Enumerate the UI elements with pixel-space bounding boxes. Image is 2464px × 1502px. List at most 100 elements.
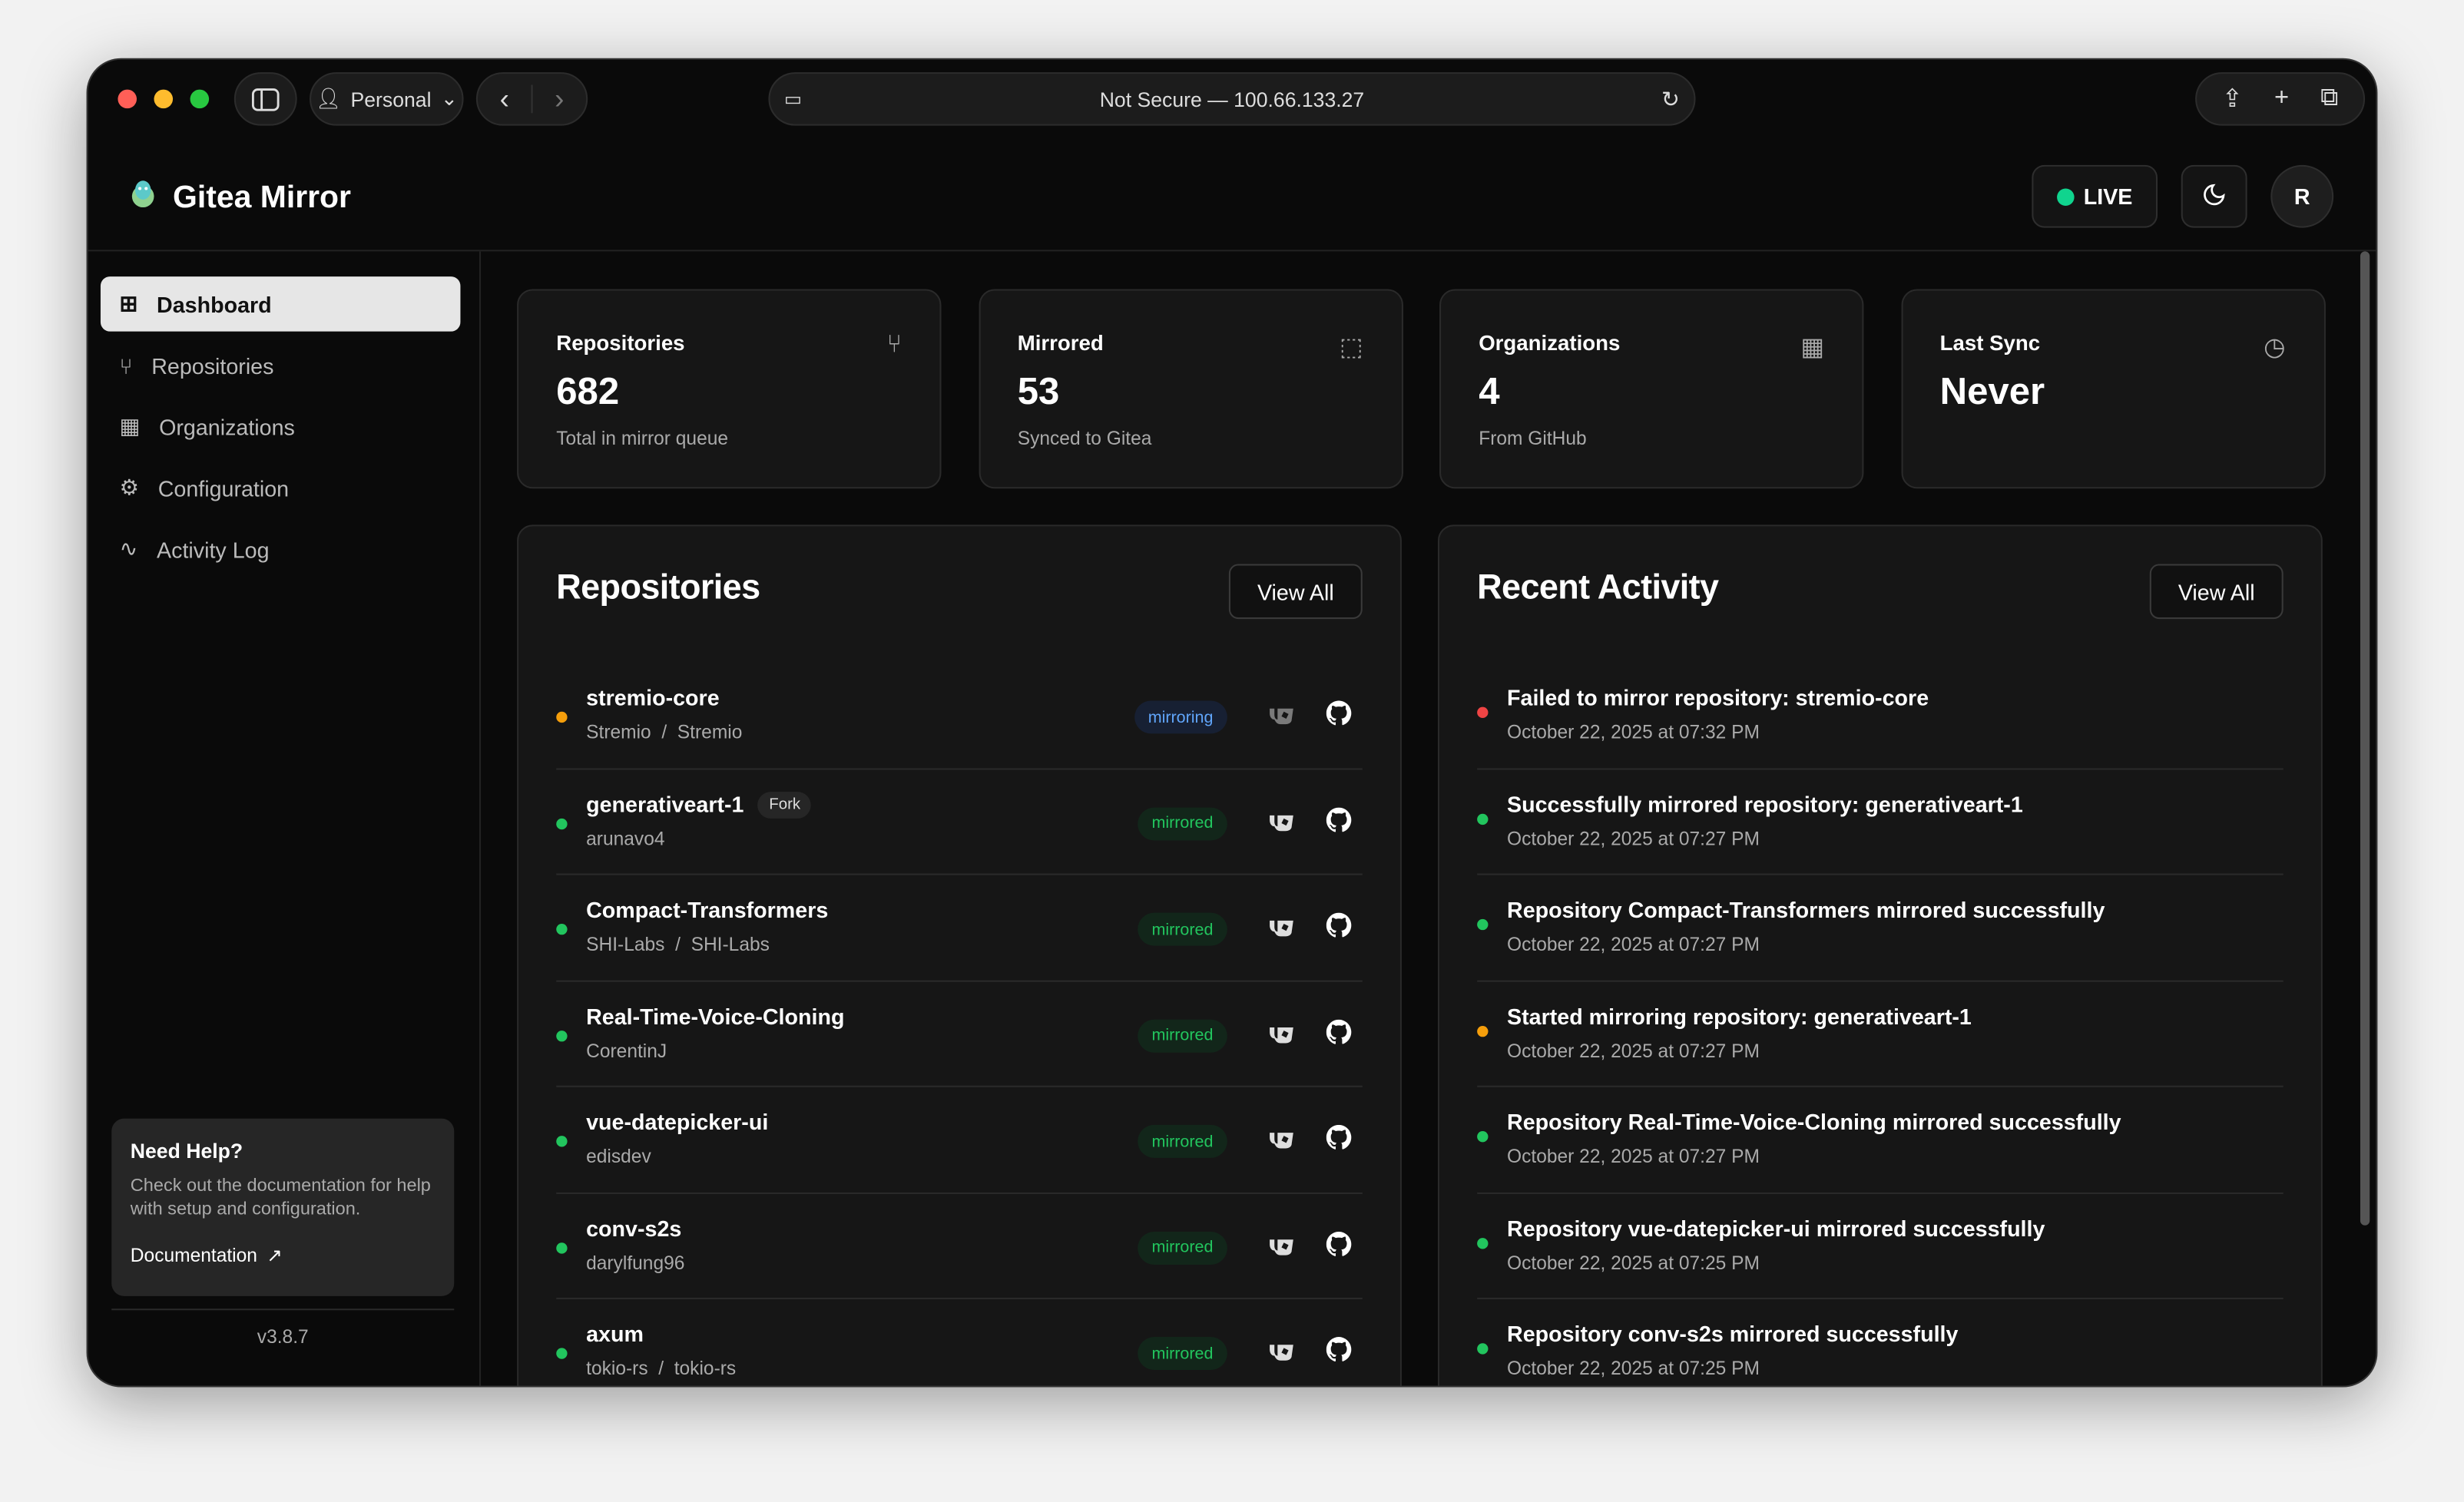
stat-subtitle: From GitHub	[1479, 427, 1587, 450]
activity-panel-title: Recent Activity	[1477, 567, 1719, 607]
theme-toggle-button[interactable]	[2181, 164, 2247, 228]
stat-title: Mirrored	[1017, 331, 1104, 356]
activity-text: Failed to mirror repository: stremio-cor…	[1507, 685, 1929, 710]
activity-time: October 22, 2025 at 07:25 PM	[1507, 1357, 1760, 1380]
sidebar-item-label: Organizations	[159, 414, 295, 439]
sidebar-item-label: Repositories	[151, 352, 274, 379]
browser-window: 👤︎ Personal ⌄ ‹ › ▭ Not Secure — 100.66.13…	[86, 58, 2378, 1388]
live-status-button[interactable]: LIVE	[2032, 164, 2158, 228]
gitea-icon[interactable]	[1268, 1234, 1297, 1264]
forward-icon[interactable]: ›	[555, 82, 565, 114]
app-header: Gitea Mirror LIVE R	[88, 141, 2376, 252]
stat-value: 53	[1017, 370, 1060, 414]
stat-card-mirrored: Mirrored ⬚ 53 Synced to Gitea	[978, 289, 1403, 489]
live-indicator-dot	[2056, 187, 2075, 205]
back-icon[interactable]: ‹	[499, 82, 509, 114]
repository-row[interactable]: generativeart-1 Fork arunavo4 mirrored	[556, 769, 1363, 875]
profile-button[interactable]: 👤︎ Personal ⌄	[310, 72, 464, 126]
repository-row[interactable]: vue-datepicker-ui edisdev mirrored	[556, 1087, 1363, 1193]
sidebar-item-dashboard[interactable]: ⊞ Dashboard	[100, 276, 461, 332]
activity-text: Repository conv-s2s mirrored successfull…	[1507, 1321, 1959, 1347]
share-icon[interactable]: ⇪	[2221, 86, 2244, 114]
repository-name[interactable]: vue-datepicker-ui	[586, 1109, 769, 1135]
gitea-icon[interactable]	[1268, 810, 1297, 840]
repository-row[interactable]: Compact-Transformers SHI-Labs / SHI-Labs…	[556, 875, 1363, 981]
status-dot	[1477, 706, 1489, 718]
activity-view-all-button[interactable]: View All	[2149, 564, 2284, 620]
user-avatar[interactable]: R	[2270, 164, 2334, 228]
page-settings-icon[interactable]: ▭	[783, 88, 803, 111]
app-version: v3.8.7	[111, 1308, 455, 1348]
activity-time: October 22, 2025 at 07:27 PM	[1507, 933, 1760, 955]
github-icon[interactable]	[1326, 912, 1352, 946]
repository-name[interactable]: stremio-core	[586, 685, 720, 710]
repositories-view-all-button[interactable]: View All	[1228, 564, 1363, 620]
reload-icon[interactable]: ↻	[1661, 85, 1681, 111]
github-icon[interactable]	[1326, 1124, 1352, 1158]
repository-row[interactable]: stremio-core Stremio / Stremio mirroring	[556, 663, 1363, 769]
status-badge: mirrored	[1138, 912, 1227, 946]
fork-badge: Fork	[757, 791, 812, 818]
address-bar[interactable]: ▭ Not Secure — 100.66.133.27 ↻	[768, 72, 1696, 126]
status-dot	[556, 817, 568, 829]
avatar-initial: R	[2293, 184, 2310, 210]
github-icon[interactable]	[1326, 1018, 1352, 1052]
status-dot	[1477, 1237, 1489, 1249]
stat-subtitle: Total in mirror queue	[556, 427, 729, 450]
maximize-window-button[interactable]	[190, 89, 210, 109]
stat-value: Never	[1939, 370, 2045, 414]
status-dot	[556, 923, 568, 935]
minimize-window-button[interactable]	[154, 89, 174, 109]
sidebar-item-label: Activity Log	[157, 536, 270, 562]
stat-title: Repositories	[556, 331, 685, 356]
activity-time: October 22, 2025 at 07:27 PM	[1507, 1039, 1760, 1062]
activity-text: Repository vue-datepicker-ui mirrored su…	[1507, 1215, 2045, 1241]
person-icon: 👤︎	[315, 86, 342, 111]
nav-buttons: ‹ ›	[475, 72, 588, 126]
address-text: Not Secure — 100.66.133.27	[1099, 87, 1365, 111]
gitea-icon[interactable]	[1268, 1340, 1297, 1370]
sidebar-item-organizations[interactable]: ▦ Organizations	[101, 399, 461, 455]
sidebar-icon	[251, 88, 280, 111]
repository-row[interactable]: axum tokio-rs / tokio-rs mirrored	[556, 1299, 1363, 1386]
github-icon[interactable]	[1326, 1230, 1352, 1264]
github-icon[interactable]	[1326, 806, 1352, 840]
status-dot	[1477, 918, 1489, 931]
page-scrollbar[interactable]	[2360, 251, 2370, 1226]
sidebar-item-repositories[interactable]: ⑂ Repositories	[101, 338, 461, 393]
status-badge: mirrored	[1138, 1124, 1227, 1158]
github-icon[interactable]	[1326, 700, 1352, 733]
github-icon[interactable]	[1326, 1337, 1352, 1370]
gitea-icon[interactable]	[1268, 1022, 1297, 1052]
repository-name[interactable]: conv-s2s	[586, 1215, 682, 1241]
app-logo[interactable]: Gitea Mirror	[126, 176, 351, 220]
activity-time: October 22, 2025 at 07:25 PM	[1507, 1251, 1760, 1274]
status-badge: mirrored	[1138, 1018, 1227, 1052]
new-tab-icon[interactable]: +	[2274, 84, 2290, 112]
gitea-icon[interactable]	[1268, 916, 1297, 946]
gitea-icon[interactable]	[1268, 1128, 1297, 1158]
repository-owner: CorentinJ	[586, 1039, 667, 1062]
status-dot	[556, 1030, 568, 1041]
tab-overview-icon[interactable]: ⧉	[2320, 84, 2339, 112]
sidebar-toggle-button[interactable]	[233, 72, 297, 126]
activity-panel: Recent Activity View All Failed to mirro…	[1437, 524, 2323, 1386]
repository-owner: edisdev	[586, 1145, 651, 1168]
repository-row[interactable]: Real-Time-Voice-Cloning CorentinJ mirror…	[556, 981, 1363, 1087]
live-label: LIVE	[2083, 184, 2133, 210]
repository-row[interactable]: conv-s2s darylfung96 mirrored	[556, 1193, 1363, 1299]
activity-text: Started mirroring repository: generative…	[1507, 1003, 1972, 1029]
repository-name[interactable]: Compact-Transformers	[586, 897, 829, 922]
repository-name[interactable]: generativeart-1	[586, 792, 744, 817]
sidebar-item-activity-log[interactable]: ∿ Activity Log	[101, 521, 461, 577]
documentation-link[interactable]: Documentation ↗	[131, 1244, 436, 1266]
repository-name[interactable]: Real-Time-Voice-Cloning	[586, 1003, 845, 1029]
gitea-icon[interactable]	[1268, 704, 1297, 734]
stat-card-last-sync: Last Sync ◷ Never	[1900, 289, 2325, 489]
repository-name[interactable]: axum	[586, 1321, 644, 1347]
sidebar-item-configuration[interactable]: ⚙ Configuration	[101, 460, 461, 515]
status-dot	[556, 1242, 568, 1253]
repositories-panel-title: Repositories	[556, 567, 760, 607]
close-window-button[interactable]	[118, 89, 137, 109]
clock-icon: ◷	[2264, 334, 2286, 362]
